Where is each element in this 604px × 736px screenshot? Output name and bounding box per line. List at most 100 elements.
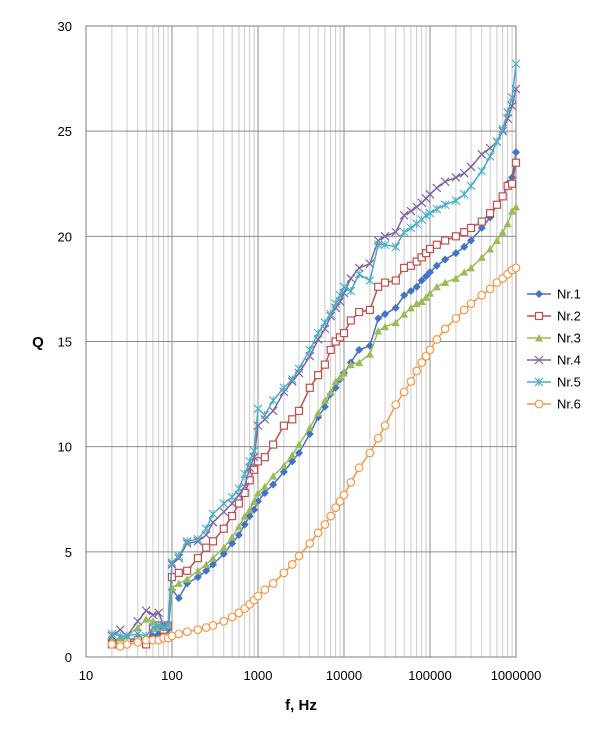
data-point (219, 507, 229, 517)
data-point (417, 297, 426, 306)
data-point (133, 637, 143, 647)
x-tick-label: 1000000 (491, 668, 542, 683)
data-point (331, 503, 341, 513)
data-point (313, 528, 323, 538)
data-point (268, 406, 278, 416)
tick-labels: 10 100 1000 10000 100000 1000000 0 5 10 15 20 25 30 (58, 19, 542, 683)
data-point (451, 274, 460, 282)
legend-item: Nr.3 (527, 331, 581, 346)
data-point (219, 616, 229, 626)
data-point (477, 149, 487, 159)
data-point (326, 345, 335, 355)
data-point (174, 629, 184, 639)
data-point (380, 278, 390, 287)
data-point (417, 276, 426, 285)
data-point (346, 316, 355, 325)
data-point (227, 612, 237, 622)
data-point (412, 282, 421, 291)
x-axis-title: f, Hz (285, 697, 317, 714)
data-point (422, 272, 431, 281)
data-point (234, 484, 244, 494)
data-point (406, 206, 416, 216)
data-point (174, 579, 183, 587)
y-tick-label: 0 (65, 650, 72, 665)
data-point (182, 536, 192, 546)
data-point (234, 608, 244, 618)
data-point (287, 374, 297, 384)
data-point (313, 334, 323, 344)
data-point (314, 371, 323, 380)
data-point (269, 480, 278, 489)
data-point (391, 318, 400, 327)
data-point (268, 578, 278, 588)
legend-label: Nr.6 (557, 397, 581, 412)
data-point (183, 575, 192, 583)
data-point (240, 512, 249, 520)
data-point (228, 539, 237, 548)
data-point (412, 366, 422, 376)
data-point (512, 202, 520, 211)
data-point (260, 585, 270, 595)
data-point (208, 537, 218, 546)
data-point (417, 253, 426, 262)
x-tick-label: 100000 (408, 668, 451, 683)
data-point (133, 623, 142, 632)
data-point (159, 623, 169, 632)
data-point (354, 269, 364, 279)
data-point (260, 482, 269, 491)
data-point (279, 461, 288, 470)
data-point (201, 524, 211, 534)
data-point (492, 236, 501, 245)
data-point (451, 313, 461, 323)
data-point (477, 217, 486, 226)
data-point (511, 263, 521, 273)
data-point (133, 629, 143, 639)
data-point (365, 350, 374, 358)
data-point (432, 282, 441, 291)
data-point (279, 421, 288, 430)
data-point (260, 410, 270, 420)
data-point (425, 345, 435, 355)
data-point (174, 551, 184, 561)
data-point (440, 177, 450, 187)
data-point (485, 152, 495, 161)
legend-label: Nr.2 (557, 309, 581, 324)
data-point (460, 228, 469, 237)
data-point (253, 591, 263, 601)
data-point (279, 383, 289, 393)
data-point (326, 511, 336, 521)
data-point (254, 488, 262, 497)
data-point (477, 290, 487, 300)
y-tick-label: 5 (65, 545, 72, 560)
data-point (432, 240, 441, 249)
series-layer (107, 59, 521, 651)
data-point (335, 496, 345, 506)
data-point (492, 278, 502, 288)
data-point (486, 244, 495, 253)
data-point (365, 448, 375, 458)
data-point (250, 497, 259, 505)
data-point (432, 204, 442, 214)
data-point (193, 573, 202, 582)
x-tick-label: 1000 (244, 668, 273, 683)
data-point (142, 615, 151, 623)
data-point (391, 303, 400, 312)
data-point (294, 551, 304, 561)
y-tick-label: 20 (58, 229, 72, 244)
data-point (451, 232, 460, 241)
data-point (381, 322, 390, 331)
data-point (477, 223, 486, 232)
legend-item: Nr.4 (527, 353, 581, 368)
data-point (441, 255, 450, 264)
data-point (412, 219, 422, 229)
data-point (406, 287, 415, 296)
data-point (400, 310, 409, 318)
data-point (268, 396, 278, 405)
data-point (380, 231, 390, 241)
data-point (249, 465, 259, 474)
data-point (426, 268, 434, 277)
data-point (374, 282, 383, 291)
data-point (122, 639, 132, 649)
